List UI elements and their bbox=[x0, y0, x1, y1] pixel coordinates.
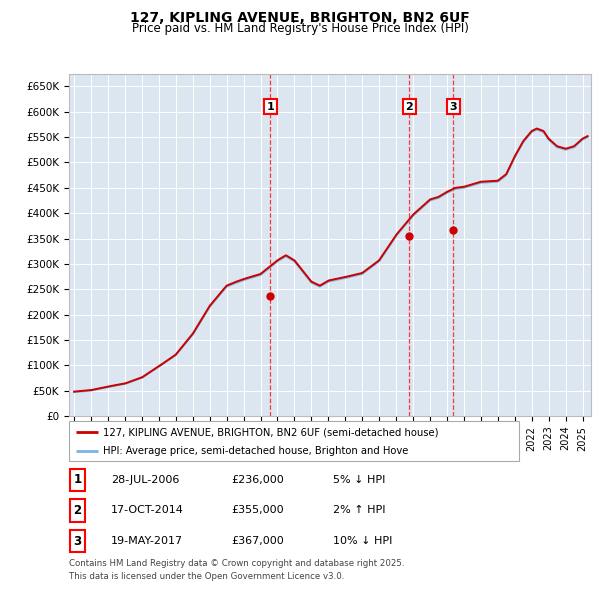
Text: 19-MAY-2017: 19-MAY-2017 bbox=[111, 536, 183, 546]
Text: 127, KIPLING AVENUE, BRIGHTON, BN2 6UF (semi-detached house): 127, KIPLING AVENUE, BRIGHTON, BN2 6UF (… bbox=[103, 427, 438, 437]
Text: 1: 1 bbox=[73, 473, 82, 486]
Text: Contains HM Land Registry data © Crown copyright and database right 2025.: Contains HM Land Registry data © Crown c… bbox=[69, 559, 404, 568]
Text: 127, KIPLING AVENUE, BRIGHTON, BN2 6UF: 127, KIPLING AVENUE, BRIGHTON, BN2 6UF bbox=[130, 11, 470, 25]
Text: 2: 2 bbox=[406, 101, 413, 112]
Text: £236,000: £236,000 bbox=[231, 475, 284, 484]
Text: 28-JUL-2006: 28-JUL-2006 bbox=[111, 475, 179, 484]
Text: Price paid vs. HM Land Registry's House Price Index (HPI): Price paid vs. HM Land Registry's House … bbox=[131, 22, 469, 35]
Text: 2% ↑ HPI: 2% ↑ HPI bbox=[333, 506, 386, 515]
Text: 10% ↓ HPI: 10% ↓ HPI bbox=[333, 536, 392, 546]
Text: 2: 2 bbox=[73, 504, 82, 517]
Text: HPI: Average price, semi-detached house, Brighton and Hove: HPI: Average price, semi-detached house,… bbox=[103, 445, 408, 455]
Text: 5% ↓ HPI: 5% ↓ HPI bbox=[333, 475, 385, 484]
Text: 17-OCT-2014: 17-OCT-2014 bbox=[111, 506, 184, 515]
Text: £367,000: £367,000 bbox=[231, 536, 284, 546]
Text: 3: 3 bbox=[449, 101, 457, 112]
Text: This data is licensed under the Open Government Licence v3.0.: This data is licensed under the Open Gov… bbox=[69, 572, 344, 581]
Text: 3: 3 bbox=[73, 535, 82, 548]
Text: £355,000: £355,000 bbox=[231, 506, 284, 515]
Text: 1: 1 bbox=[266, 101, 274, 112]
